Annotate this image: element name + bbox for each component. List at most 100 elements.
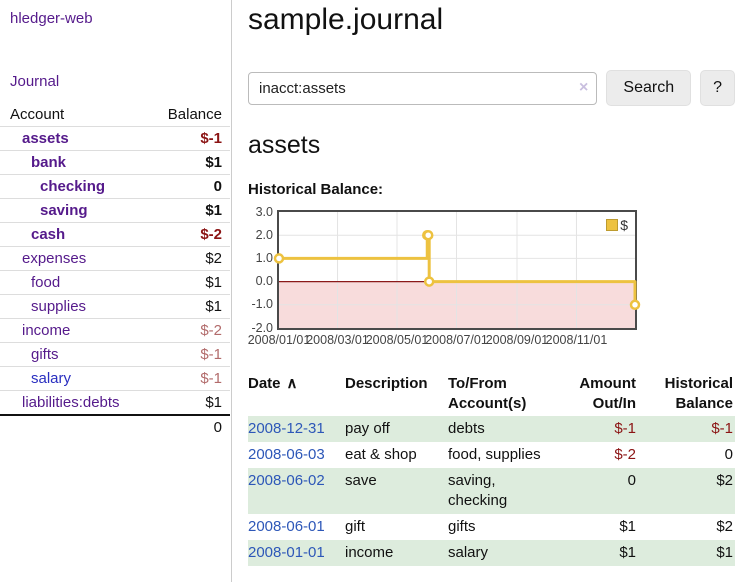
- register-table: Date ∧ Description To/From Account(s) Amo…: [248, 372, 735, 566]
- y-axis-tick-label: 2.0: [255, 227, 273, 242]
- x-axis-tick-label: 2008/09/01: [485, 333, 549, 347]
- register-balance-cell: 0: [724, 446, 733, 463]
- accounts-header-balance: Balance: [167, 106, 222, 123]
- date-header-label: Date: [248, 375, 281, 392]
- search-button[interactable]: Search: [606, 70, 692, 106]
- register-accounts-cell: saving, checking: [448, 472, 508, 509]
- register-description-cell: save: [345, 472, 377, 489]
- transaction-date-link[interactable]: 2008-06-02: [248, 472, 325, 489]
- account-link[interactable]: liabilities:debts: [22, 394, 120, 411]
- search-input[interactable]: [248, 71, 598, 105]
- y-axis-tick-label: -2.0: [251, 320, 273, 335]
- account-link[interactable]: checking: [40, 178, 106, 195]
- account-link[interactable]: gifts: [31, 346, 59, 363]
- brand-link[interactable]: hledger-web: [10, 10, 93, 27]
- register-amount-cell: $-1: [614, 420, 636, 437]
- accounts-table: Account Balance assets $-1 bank $1 checking 0…: [0, 103, 230, 439]
- account-heading: assets: [248, 131, 321, 159]
- register-row: 2008-06-03 eat & shop food, supplies $-2 0: [248, 442, 735, 468]
- sidebar: hledger-web Journal Account Balance asse…: [0, 0, 232, 582]
- account-row: salary $-1: [0, 366, 230, 391]
- register-amount-cell: $1: [619, 544, 636, 561]
- account-row: gifts $-1: [0, 342, 230, 367]
- accounts-total-value: 0: [213, 419, 222, 436]
- account-row: income $-2: [0, 318, 230, 343]
- chart-canvas: [273, 212, 641, 328]
- register-balance-cell: $2: [716, 518, 733, 535]
- account-link[interactable]: saving: [40, 202, 88, 219]
- register-row: 2008-06-01 gift gifts $1 $2: [248, 514, 735, 540]
- x-axis-tick-label: 2008/05/01: [365, 333, 429, 347]
- page-title: sample.journal: [248, 3, 444, 36]
- register-balance-cell: $-1: [711, 420, 733, 437]
- account-row: food $1: [0, 270, 230, 295]
- x-axis-tick-label: 2008/01/01: [247, 333, 311, 347]
- x-axis-tick-label: 2008/07/01: [425, 333, 488, 347]
- account-balance: $-1: [200, 370, 222, 387]
- register-description-cell: pay off: [345, 420, 390, 437]
- register-accounts-cell: debts: [448, 420, 485, 437]
- account-row: saving $1: [0, 198, 230, 223]
- account-row: checking 0: [0, 174, 230, 199]
- account-link[interactable]: food: [31, 274, 61, 291]
- register-header-accounts: To/From Account(s): [448, 375, 527, 412]
- account-link[interactable]: expenses: [22, 250, 87, 267]
- register-row: 2008-12-31 pay off debts $-1 $-1: [248, 416, 735, 442]
- register-accounts-cell: gifts: [448, 518, 476, 535]
- register-header-row: Date ∧ Description To/From Account(s) Amo…: [248, 372, 735, 416]
- register-amount-cell: 0: [627, 472, 636, 489]
- register-header-amount: Amount Out/In: [579, 375, 636, 412]
- register-amount-cell: $1: [619, 518, 636, 535]
- account-row: supplies $1: [0, 294, 230, 319]
- account-balance: $1: [205, 298, 222, 315]
- account-balance: $1: [205, 394, 222, 411]
- account-row: bank $1: [0, 150, 230, 175]
- y-axis-tick-label: -1.0: [251, 297, 273, 312]
- help-button[interactable]: ?: [700, 70, 735, 106]
- main-content: sample.journal × Search ? assets Histori…: [248, 0, 735, 566]
- nav-journal-link[interactable]: Journal: [10, 73, 60, 90]
- account-balance: $1: [205, 154, 222, 171]
- historical-balance-chart: $ 3.0 2.0 1.0 0.0 -1.0 -2.0 2008/01/01 2008/03…: [247, 204, 668, 350]
- transaction-date-link[interactable]: 2008-06-01: [248, 518, 325, 535]
- register-header-balance: Historical Balance: [664, 375, 733, 412]
- account-row: assets $-1: [0, 126, 230, 151]
- register-balance-cell: $2: [716, 472, 733, 489]
- transaction-date-link[interactable]: 2008-01-01: [248, 544, 325, 561]
- register-header-description: Description: [345, 375, 428, 392]
- account-row: cash $-2: [0, 222, 230, 247]
- search-input-wrap: ×: [248, 71, 598, 105]
- account-link[interactable]: bank: [31, 154, 67, 171]
- register-row: 2008-01-01 income salary $1 $1: [248, 540, 735, 566]
- account-balance: 0: [213, 178, 222, 195]
- register-header-date[interactable]: Date ∧: [248, 372, 345, 416]
- register-amount-cell: $-2: [614, 446, 636, 463]
- x-axis-tick-label: 2008/03/01: [306, 333, 369, 347]
- accounts-total-row: 0: [0, 415, 230, 439]
- register-description-cell: income: [345, 544, 394, 561]
- register-description-cell: eat & shop: [345, 446, 417, 463]
- account-balance: $-2: [200, 226, 222, 243]
- clear-search-icon[interactable]: ×: [579, 78, 589, 96]
- x-axis-tick-label: 2008/11/01: [545, 333, 608, 347]
- transaction-date-link[interactable]: 2008-12-31: [248, 420, 325, 437]
- series-swatch-icon: [606, 219, 619, 231]
- account-row: liabilities:debts $1: [0, 390, 230, 416]
- account-balance: $-2: [200, 322, 222, 339]
- account-balance: $1: [205, 202, 222, 219]
- sort-ascending-icon: ∧: [286, 375, 298, 392]
- account-link[interactable]: cash: [31, 226, 66, 243]
- y-axis-tick-label: 3.0: [255, 204, 273, 219]
- accounts-header-account: Account: [10, 106, 65, 123]
- register-date-cell: 2008-06-01: [248, 514, 345, 540]
- search-bar: × Search ?: [248, 70, 735, 106]
- account-link[interactable]: assets: [22, 130, 69, 147]
- account-link[interactable]: supplies: [31, 298, 87, 315]
- account-link[interactable]: income: [22, 322, 71, 339]
- register-date-cell: 2008-12-31: [248, 416, 345, 442]
- register-description-cell: gift: [345, 518, 366, 535]
- chart-title: Historical Balance:: [248, 181, 384, 198]
- register-date-cell: 2008-06-02: [248, 468, 345, 514]
- transaction-date-link[interactable]: 2008-06-03: [248, 446, 325, 463]
- account-link[interactable]: salary: [31, 370, 72, 387]
